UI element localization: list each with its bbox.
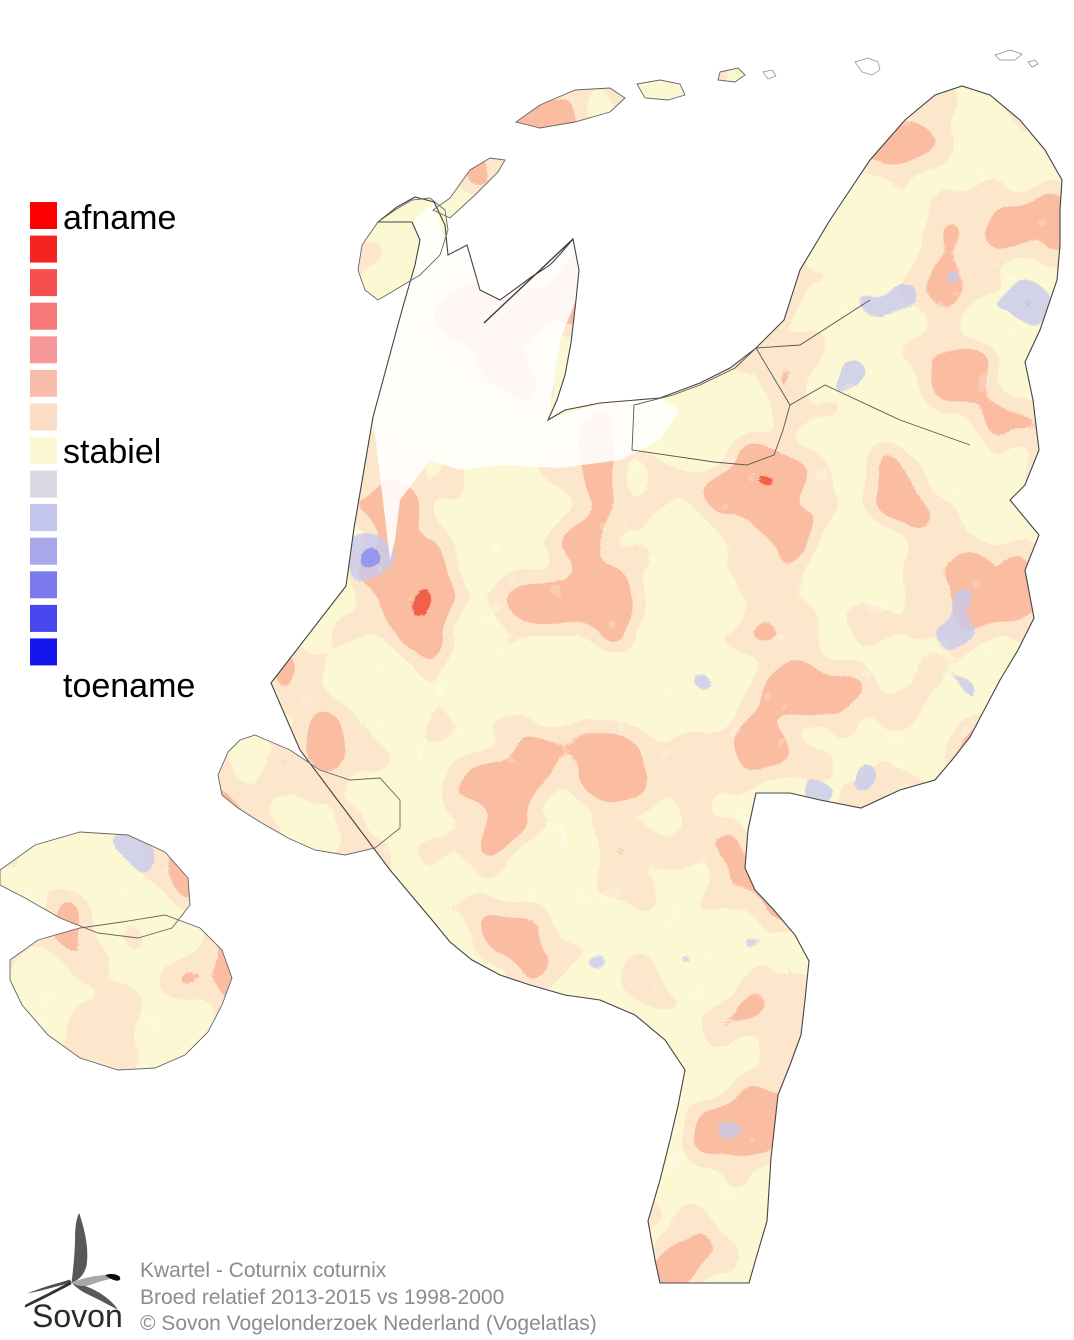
svg-text:Sovon: Sovon xyxy=(32,1298,123,1334)
